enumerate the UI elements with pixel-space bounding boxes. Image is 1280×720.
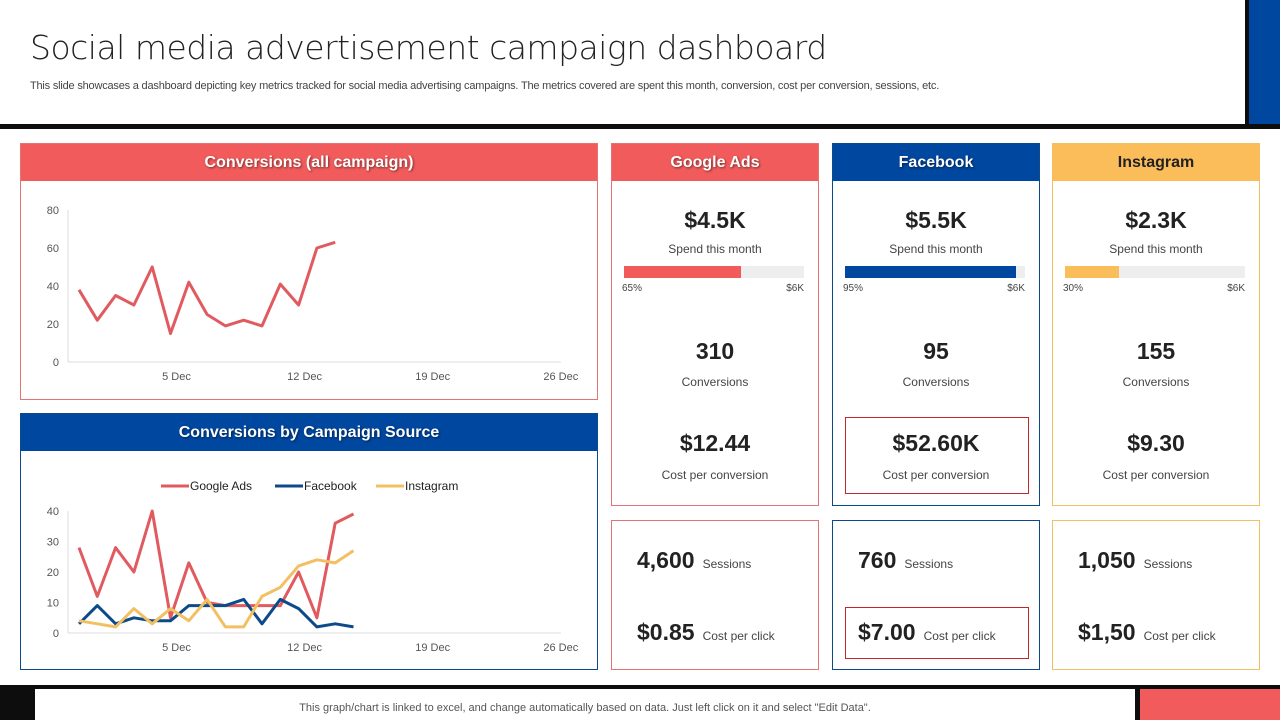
series-line-instagram [78,549,355,629]
card-title: Instagram [1053,144,1259,181]
x-tick-label: 12 Dec [287,642,322,654]
progress-max: $6K [1227,283,1245,294]
conversions-label: Conversions [681,375,749,389]
accent-bar [1245,0,1280,124]
conversions-all-panel: Conversions (all campaign) 0 20 40 60 80 5 De… [20,143,598,400]
cost-per-click-value: $1,50 [1078,619,1136,645]
cost-per-click-label: Cost per click [1143,629,1216,643]
sessions-label: Sessions [702,557,752,571]
progress-percent: 95% [843,283,864,294]
spend-label: Spend this month [1109,242,1203,256]
conversions-value: 310 [695,338,735,364]
spend-label: Spend this month [668,242,762,256]
y-tick-label: 40 [47,506,59,518]
card-instagram: Instagram $2.3K Spend this month 30% $6K… [1052,143,1260,506]
y-tick-label: 20 [47,567,59,579]
y-tick-label: 20 [47,319,59,331]
y-tick-label: 0 [53,628,59,640]
cost-per-conversion-label: Cost per conversion [1102,468,1210,482]
sessions-label: Sessions [904,557,954,571]
x-tick-label: 5 Dec [162,642,191,654]
y-tick-label: 0 [53,357,59,369]
cost-per-click-value: $7.00 [858,619,916,645]
conversions-source-chart[interactable]: 0 10 20 30 40 5 Dec 12 Dec 19 Dec 26 Dec Google A… [21,451,597,669]
spend-progress-bar [624,266,804,278]
y-tick-label: 60 [47,243,59,255]
conversions-label: Conversions [902,375,970,389]
progress-fill [624,266,741,278]
cost-per-conversion-label: Cost per conversion [661,468,769,482]
spend-progress-bar [1065,266,1245,278]
series-line-conversions [77,240,336,335]
spend-value: $2.3K [1125,207,1187,233]
footer-note: This graph/chart is linked to excel, and… [35,689,1135,720]
spend-progress-bar [845,266,1025,278]
sessions-label: Sessions [1143,557,1193,571]
progress-fill [845,266,1016,278]
cost-per-conversion-label: Cost per conversion [882,468,990,482]
legend-label: Facebook [304,479,358,493]
progress-fill [1065,266,1119,278]
x-tick-label: 19 Dec [415,642,450,654]
page-subtitle: This slide showcases a dashboard depicti… [30,80,940,92]
conversions-all-chart[interactable]: 0 20 40 60 80 5 Dec 12 Dec 19 Dec 26 Dec [21,181,597,399]
series-line-google-ads [77,509,355,620]
card-instagram-sessions: 1,050 Sessions $1,50 Cost per click [1052,520,1260,670]
cost-per-conversion-value: $12.44 [679,430,751,456]
cost-per-click-label: Cost per click [702,629,775,643]
series-line-facebook [77,597,354,629]
spend-value: $4.5K [684,207,746,233]
x-tick-label: 5 Dec [162,371,191,383]
spend-label: Spend this month [889,242,983,256]
y-tick-label: 30 [47,537,59,549]
sessions-value: 1,050 [1078,547,1136,573]
highlight-box [845,607,1029,659]
spend-value: $5.5K [905,207,967,233]
progress-max: $6K [786,283,804,294]
legend-label: Google Ads [190,479,252,493]
sessions-value: 4,600 [637,547,695,573]
highlight-box [845,417,1029,494]
conversions-value: 95 [923,338,949,364]
conversions-label: Conversions [1122,375,1190,389]
progress-percent: 30% [1063,283,1084,294]
y-tick-label: 10 [47,598,59,610]
cost-per-conversion-value: $52.60K [892,430,980,456]
panel-title: Conversions by Campaign Source [21,414,597,451]
footer-accent [1140,689,1280,720]
x-tick-label: 12 Dec [287,371,322,383]
card-facebook-sessions: 760 Sessions $7.00 Cost per click [832,520,1040,670]
x-tick-label: 19 Dec [415,371,450,383]
card-title: Google Ads [612,144,818,181]
progress-percent: 65% [622,283,643,294]
conversions-value: 155 [1136,338,1176,364]
page-title: Social media advertisement campaign dash… [30,28,827,67]
conversions-source-panel: Conversions by Campaign Source 0 10 20 30 40… [20,413,598,670]
cost-per-click-value: $0.85 [637,619,695,645]
card-google-ads-sessions: 4,600 Sessions $0.85 Cost per click [611,520,819,670]
card-title: Facebook [833,144,1039,181]
progress-max: $6K [1007,283,1025,294]
header-divider [0,124,1280,129]
card-facebook: Facebook $5.5K Spend this month 95% $6K … [832,143,1040,506]
y-tick-label: 40 [47,281,59,293]
card-google-ads: Google Ads $4.5K Spend this month 65% $6… [611,143,819,506]
sessions-value: 760 [858,547,897,573]
panel-title: Conversions (all campaign) [21,144,597,181]
cost-per-conversion-value: $9.30 [1127,430,1185,456]
y-tick-label: 80 [47,205,59,217]
x-tick-label: 26 Dec [543,371,578,383]
legend-label: Instagram [405,479,458,493]
x-tick-label: 26 Dec [543,642,578,654]
cost-per-click-label: Cost per click [923,629,996,643]
